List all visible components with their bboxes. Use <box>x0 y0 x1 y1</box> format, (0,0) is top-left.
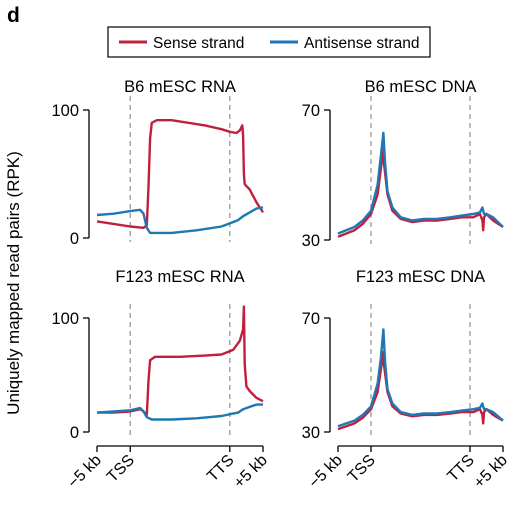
series-line-sense <box>337 351 504 431</box>
legend-box <box>107 26 431 58</box>
series-line-sense <box>337 147 504 238</box>
x-tick-label: −5 kb <box>65 452 105 492</box>
series-line-antisense <box>96 403 263 421</box>
y-axis-label: Uniquely mapped read pairs (RPK) <box>4 151 23 415</box>
chart-panel-2: B6 mESC DNA 30 70 <box>302 78 504 250</box>
y-tick-label: 0 <box>70 424 79 442</box>
series-line-antisense <box>337 131 504 235</box>
panel-label: d <box>7 4 20 27</box>
series-line-antisense <box>337 328 504 428</box>
panel-title: B6 mESC DNA <box>365 78 477 96</box>
x-tick-label: +5 kb <box>231 452 271 492</box>
x-tick-label: TSS <box>345 452 379 486</box>
chart-panel-1: B6 mESC RNA 0 100 <box>51 78 265 248</box>
x-tick-label: −5 kb <box>306 452 346 492</box>
x-tick-label: TSS <box>104 452 138 486</box>
series-line-antisense <box>96 206 264 235</box>
y-tick-label: 70 <box>302 310 320 328</box>
series-line-sense <box>97 305 264 417</box>
y-tick-label: 0 <box>70 230 79 248</box>
y-tick-label: 30 <box>302 424 320 442</box>
panel-title: B6 mESC RNA <box>124 78 236 96</box>
x-tick-label: +5 kb <box>471 452 511 492</box>
panel-title: F123 mESC DNA <box>356 268 485 286</box>
legend-label-sense: Sense strand <box>153 35 244 52</box>
y-tick-label: 100 <box>51 102 79 120</box>
legend-label-antisense: Antisense strand <box>304 35 419 52</box>
y-tick-label: 30 <box>302 232 320 250</box>
y-tick-label: 100 <box>51 310 79 328</box>
legend: Sense strand Antisense strand <box>107 26 431 58</box>
y-tick-label: 70 <box>302 102 320 120</box>
panel-title: F123 mESC RNA <box>115 268 244 286</box>
